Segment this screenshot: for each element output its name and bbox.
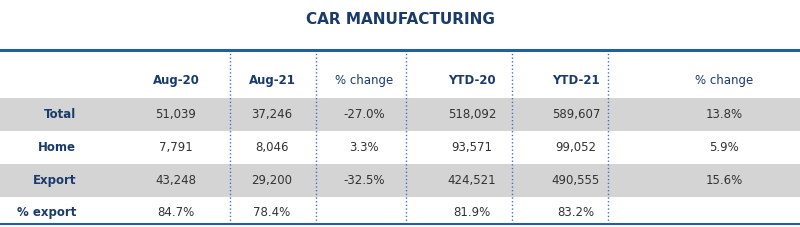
Text: 424,521: 424,521 xyxy=(448,174,496,187)
Text: 8,046: 8,046 xyxy=(255,141,289,154)
Text: Home: Home xyxy=(38,141,76,154)
Text: 99,052: 99,052 xyxy=(555,141,597,154)
Text: 51,039: 51,039 xyxy=(155,108,197,121)
Text: 589,607: 589,607 xyxy=(552,108,600,121)
Text: YTD-20: YTD-20 xyxy=(448,74,496,87)
Text: % change: % change xyxy=(335,74,393,87)
Text: 15.6%: 15.6% xyxy=(706,174,742,187)
Text: % export: % export xyxy=(17,206,76,219)
Text: % change: % change xyxy=(695,74,753,87)
FancyBboxPatch shape xyxy=(0,98,800,131)
FancyBboxPatch shape xyxy=(0,164,800,197)
Text: 3.3%: 3.3% xyxy=(349,141,379,154)
Text: 13.8%: 13.8% xyxy=(706,108,742,121)
Text: Aug-21: Aug-21 xyxy=(249,74,295,87)
Text: YTD-21: YTD-21 xyxy=(552,74,600,87)
Text: 37,246: 37,246 xyxy=(251,108,293,121)
Text: 93,571: 93,571 xyxy=(451,141,493,154)
Text: Total: Total xyxy=(44,108,76,121)
Text: -32.5%: -32.5% xyxy=(343,174,385,187)
Text: 81.9%: 81.9% xyxy=(454,206,490,219)
Text: -27.0%: -27.0% xyxy=(343,108,385,121)
Text: 5.9%: 5.9% xyxy=(709,141,739,154)
Text: 490,555: 490,555 xyxy=(552,174,600,187)
Text: 518,092: 518,092 xyxy=(448,108,496,121)
Text: 29,200: 29,200 xyxy=(251,174,293,187)
Text: 78.4%: 78.4% xyxy=(254,206,290,219)
Text: Aug-20: Aug-20 xyxy=(153,74,199,87)
Text: 84.7%: 84.7% xyxy=(158,206,194,219)
Text: 7,791: 7,791 xyxy=(159,141,193,154)
Text: Export: Export xyxy=(33,174,76,187)
Text: 43,248: 43,248 xyxy=(155,174,197,187)
Text: CAR MANUFACTURING: CAR MANUFACTURING xyxy=(306,12,494,27)
Text: 83.2%: 83.2% xyxy=(558,206,594,219)
